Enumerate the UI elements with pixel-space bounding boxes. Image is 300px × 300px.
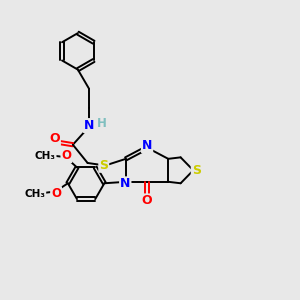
Text: O: O bbox=[49, 132, 60, 145]
Text: O: O bbox=[142, 194, 152, 207]
Text: N: N bbox=[120, 177, 130, 190]
Text: N: N bbox=[84, 119, 94, 132]
Text: O: O bbox=[61, 149, 71, 162]
Text: CH₃: CH₃ bbox=[35, 151, 56, 161]
Text: H: H bbox=[98, 117, 107, 130]
Text: S: S bbox=[192, 164, 201, 177]
Text: CH₃: CH₃ bbox=[24, 190, 45, 200]
Text: N: N bbox=[142, 139, 152, 152]
Text: O: O bbox=[51, 187, 61, 200]
Text: S: S bbox=[99, 159, 108, 172]
